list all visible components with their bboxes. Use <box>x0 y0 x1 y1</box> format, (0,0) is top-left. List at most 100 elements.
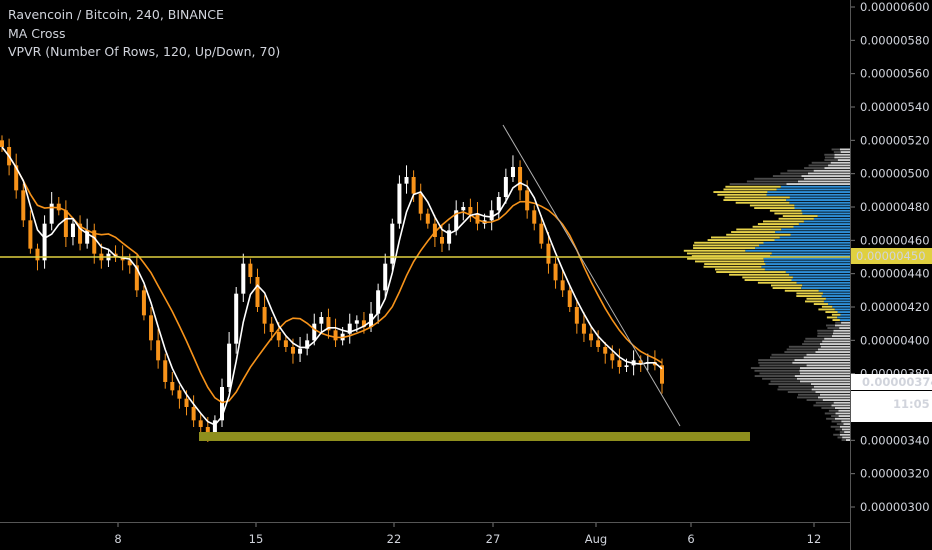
vpvr-bar-down <box>754 375 795 377</box>
vpvr-bar-up <box>794 359 850 361</box>
candle-body <box>177 390 182 399</box>
vpvr-bar-down <box>724 196 790 199</box>
candle-body <box>354 320 359 324</box>
vpvr-bar-down <box>778 217 814 220</box>
vpvr-bar-down <box>802 343 820 345</box>
vpvr-bar-down <box>831 148 840 151</box>
candle-body <box>440 237 444 244</box>
hline-price-text: 0.00000450 <box>856 249 926 263</box>
time-axis[interactable]: 8 15 22 27 Aug 6 12 <box>114 523 821 546</box>
candle-body <box>404 177 409 184</box>
price-tick-label: 0.00000500 <box>860 167 930 181</box>
price-tick-label: 0.00000580 <box>860 33 930 47</box>
price-tick-label: 0.00000600 <box>860 0 930 14</box>
candle-body <box>319 317 324 324</box>
candle-body <box>63 210 68 237</box>
vpvr-bar-down <box>771 284 803 287</box>
vpvr-bar-down <box>750 367 800 369</box>
vpvr-bar-down <box>763 220 804 223</box>
candle-body <box>496 197 501 211</box>
vpvr-bar-down <box>835 428 842 431</box>
vpvr-volume-profile <box>683 148 850 441</box>
price-tick-label: 0.00000400 <box>860 333 930 347</box>
vpvr-bar-up <box>797 180 850 183</box>
vpvr-bar-down <box>693 244 759 247</box>
time-tick-label: 22 <box>387 532 402 546</box>
vpvr-bar-down <box>754 177 804 180</box>
candle-body <box>518 167 523 191</box>
time-tick-label: 15 <box>249 532 264 546</box>
vpvr-bar-up <box>799 367 850 369</box>
vpvr-bar-down <box>835 321 842 324</box>
vpvr-bar-down <box>833 433 840 436</box>
price-tick-label: 0.00000340 <box>860 433 930 447</box>
candle-body <box>170 382 175 391</box>
vpvr-bar-down <box>716 271 786 273</box>
candle-body <box>333 330 338 341</box>
vpvr-bar-down <box>695 260 764 263</box>
vpvr-bar-down <box>772 287 802 289</box>
candle-body <box>120 257 125 261</box>
vpvr-bar-up <box>818 289 850 292</box>
candle-body <box>589 333 594 341</box>
vpvr-bar-up <box>790 233 850 236</box>
vpvr-bar-down <box>778 385 814 388</box>
vpvr-bar-down <box>813 404 832 407</box>
vpvr-bar-up <box>837 159 850 161</box>
vpvr-bar-down <box>832 319 840 321</box>
candle-body <box>361 320 366 327</box>
vpvr-bar-up <box>834 153 850 156</box>
candle-body <box>610 353 615 361</box>
vpvr-bar-down <box>824 412 836 415</box>
vpvr-bar-down <box>782 215 818 217</box>
vpvr-bar-up <box>807 172 850 175</box>
vpvr-bar-down <box>827 327 840 329</box>
vpvr-bar-down <box>772 175 802 177</box>
vpvr-bar-up <box>824 167 850 169</box>
candle-body <box>134 265 139 291</box>
vpvr-bar-up <box>799 372 850 375</box>
trend-line[interactable] <box>502 124 681 427</box>
indicator-ma-cross[interactable]: MA Cross <box>8 25 66 41</box>
vpvr-bar-up <box>834 156 850 159</box>
countdown-text: 11:05 <box>893 397 930 411</box>
vpvr-bar-up <box>834 407 850 409</box>
vpvr-bar-up <box>833 329 850 332</box>
support-zone[interactable] <box>199 432 750 441</box>
vpvr-bar-down <box>804 167 825 169</box>
candle-body <box>390 223 395 264</box>
indicator-vpvr[interactable]: VPVR (Number Of Rows, 120, Up/Down, 70) <box>8 44 281 59</box>
vpvr-bar-up <box>765 263 850 265</box>
vpvr-bar-down <box>788 345 821 348</box>
ma-fast-line <box>1 146 663 426</box>
vpvr-bar-down <box>798 393 820 396</box>
vpvr-bar-up <box>839 433 850 436</box>
candle-body <box>141 290 146 316</box>
price-tick-label: 0.00000540 <box>860 100 930 114</box>
vpvr-bar-up <box>802 284 850 287</box>
vpvr-bar-down <box>774 212 803 215</box>
vpvr-bar-down <box>806 399 823 401</box>
candle-body <box>156 340 161 361</box>
vpvr-bar-down <box>771 353 807 356</box>
candle-body <box>290 347 295 354</box>
vpvr-bar-down <box>806 297 826 300</box>
candle-body <box>546 243 551 264</box>
vpvr-bar-down <box>841 439 846 441</box>
symbol-title[interactable]: Ravencoin / Bitcoin, 240, BINANCE <box>8 7 224 22</box>
price-tick-label: 0.00000520 <box>860 133 930 147</box>
vpvr-bar-up <box>839 319 850 321</box>
vpvr-bar-down <box>796 292 823 295</box>
vpvr-bar-down <box>694 241 764 244</box>
candle-body <box>35 248 40 261</box>
vpvr-bar-up <box>830 161 850 164</box>
candle-body <box>312 323 317 341</box>
vpvr-bar-up <box>813 385 850 388</box>
vpvr-bar-down <box>824 159 838 161</box>
vpvr-bar-up <box>786 199 850 201</box>
vpvr-bar-up <box>815 351 850 353</box>
vpvr-bar-up <box>771 252 850 255</box>
vpvr-bar-down <box>742 276 793 279</box>
vpvr-bar-up <box>793 225 850 228</box>
